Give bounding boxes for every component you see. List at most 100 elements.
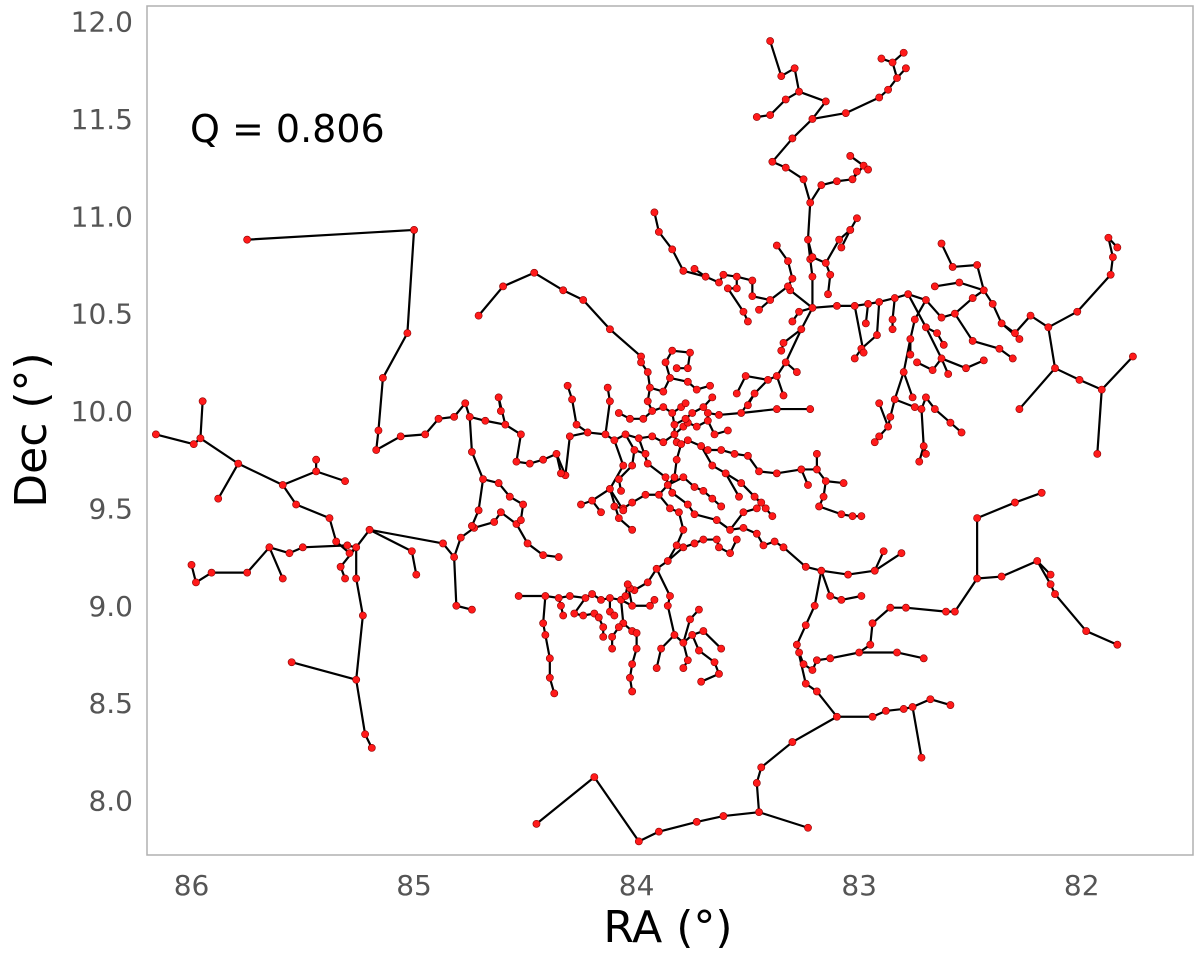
tree-edge (976, 501, 1017, 520)
data-point (550, 689, 559, 698)
data-point (795, 87, 803, 96)
data-point (666, 592, 674, 600)
data-point (539, 551, 548, 560)
data-point (893, 648, 901, 657)
data-point (739, 307, 748, 316)
data-point (804, 481, 812, 489)
data-point (768, 157, 777, 166)
data-point (875, 93, 884, 102)
data-point (559, 286, 568, 295)
data-point (833, 712, 841, 721)
data-point (421, 430, 430, 439)
tree-edge (1053, 592, 1088, 633)
data-point (757, 763, 766, 772)
data-point (619, 461, 628, 470)
data-point (857, 512, 866, 521)
tree-edge (281, 470, 318, 487)
data-point (1015, 405, 1024, 413)
data-point (781, 95, 790, 104)
data-point (519, 500, 528, 509)
data-point (679, 543, 688, 552)
y-axis-title: Dec (°) (6, 352, 57, 507)
data-point (1104, 233, 1113, 242)
data-point (792, 640, 801, 649)
tree-edge (971, 339, 1001, 350)
data-point (583, 428, 592, 437)
x-tick-label: 84 (619, 869, 655, 902)
data-point (806, 405, 815, 413)
y-tick-labels: 8.0 8.5 9.0 9.5 10.0 10.5 11.0 11.5 12.0 (71, 6, 133, 818)
tree-edge (844, 96, 881, 115)
data-point (868, 712, 877, 721)
data-point (888, 315, 897, 324)
tree-edge (154, 433, 195, 446)
tree-edge (1013, 491, 1043, 504)
data-points (152, 37, 1137, 846)
tree-edge (775, 468, 803, 475)
data-point (1008, 354, 1017, 363)
data-point (853, 214, 861, 223)
data-point (788, 738, 797, 746)
x-tick-labels: 86 85 84 83 82 (174, 869, 1100, 902)
data-point (554, 553, 563, 561)
data-point (712, 516, 721, 524)
plot-frame (146, 5, 1194, 856)
data-point (772, 405, 781, 413)
data-point (743, 451, 752, 460)
data-point (866, 640, 875, 649)
data-point (352, 574, 361, 583)
data-point (715, 543, 723, 552)
tree-edge (544, 633, 551, 660)
data-point (557, 469, 565, 478)
data-point (672, 455, 681, 464)
data-point (670, 631, 679, 639)
data-point (626, 414, 634, 423)
data-point (581, 594, 590, 602)
data-point (610, 502, 619, 511)
tree-edge (771, 137, 794, 163)
data-point (637, 358, 645, 367)
data-point (657, 644, 665, 653)
tree-edge (800, 306, 814, 331)
data-point (606, 485, 614, 493)
data-point (837, 596, 846, 604)
data-point (410, 226, 418, 234)
data-point (723, 426, 732, 435)
tree-edge (924, 326, 943, 360)
tree-edge (904, 606, 948, 613)
tree-edge (724, 472, 741, 498)
data-point (779, 338, 788, 347)
x-tick-label: 83 (841, 869, 877, 902)
data-point (804, 235, 812, 244)
data-point (523, 539, 532, 548)
data-point (661, 358, 670, 367)
data-point (930, 405, 939, 413)
data-point (812, 656, 821, 665)
tree-edge (399, 433, 427, 438)
tree-edge (608, 328, 643, 358)
data-point (850, 354, 859, 363)
data-point (799, 660, 808, 669)
data-point (815, 502, 824, 511)
data-point (779, 391, 788, 400)
data-point (699, 627, 708, 635)
data-point (501, 420, 510, 429)
data-point (1046, 580, 1055, 589)
data-point (572, 420, 581, 429)
x-axis-title: RA (°) (603, 902, 732, 953)
data-point (868, 619, 877, 628)
tree-edge (237, 462, 284, 487)
data-point (606, 397, 614, 406)
data-point (341, 477, 349, 486)
data-point (770, 537, 779, 546)
data-point (808, 666, 817, 674)
data-point (490, 518, 499, 526)
tree-edge (295, 503, 331, 520)
data-point (474, 311, 483, 320)
tree-edge (593, 776, 640, 843)
data-point (668, 488, 677, 497)
data-point (806, 198, 815, 207)
data-point (189, 440, 198, 449)
data-point (198, 397, 207, 406)
tree-edge (1078, 378, 1103, 391)
